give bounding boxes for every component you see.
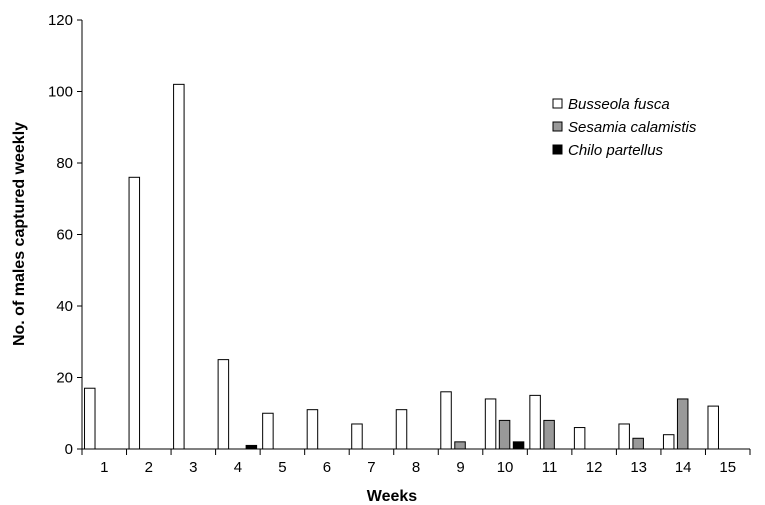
- bar-sesamia-calamistis-week-11: [543, 419, 555, 450]
- x-tick-label: 13: [630, 459, 647, 476]
- y-tick-label: 40: [56, 298, 73, 315]
- x-tick-label: 3: [189, 459, 197, 476]
- x-tick-label: 14: [675, 459, 692, 476]
- x-tick-label: 15: [719, 459, 736, 476]
- bar-busseola-fusca-week-11: [529, 394, 541, 450]
- bar-busseola-fusca-week-9: [440, 391, 452, 450]
- bar-busseola-fusca-week-1: [84, 387, 96, 450]
- legend-label: Sesamia calamistis: [568, 119, 697, 136]
- x-tick-label: 7: [367, 459, 375, 476]
- x-axis-title: Weeks: [367, 488, 418, 505]
- x-tick-label: 9: [456, 459, 464, 476]
- y-axis-title: No. of males captured weekly: [11, 122, 28, 346]
- bar-busseola-fusca-week-14: [662, 434, 675, 450]
- x-tick-label: 10: [497, 459, 514, 476]
- legend-label: Busseola fusca: [568, 96, 670, 113]
- y-tick-label: 120: [48, 12, 73, 29]
- bar-busseola-fusca-week-4: [217, 359, 230, 450]
- bar-busseola-fusca-week-10: [484, 398, 497, 450]
- bar-sesamia-calamistis-week-13: [632, 437, 644, 450]
- bar-sesamia-calamistis-week-10: [498, 419, 511, 450]
- bar-chilo-partellus-week-10: [512, 441, 525, 450]
- bar-sesamia-calamistis-week-9: [454, 441, 466, 450]
- x-tick-label: 12: [586, 459, 603, 476]
- y-tick-label: 20: [56, 370, 73, 387]
- bar-busseola-fusca-week-5: [262, 412, 274, 450]
- bar-busseola-fusca-week-15: [707, 405, 719, 450]
- legend-label: Chilo partellus: [568, 142, 664, 159]
- bar-busseola-fusca-week-6: [306, 409, 319, 450]
- legend-swatch: [552, 98, 563, 109]
- legend: Busseola fusca Sesamia calamistis Chilo pa…: [552, 96, 697, 159]
- bar-busseola-fusca-week-2: [128, 176, 141, 450]
- legend-swatch: [552, 144, 563, 155]
- y-tick-label: 80: [56, 155, 73, 172]
- x-tick-label: 4: [234, 459, 242, 476]
- legend-swatch: [552, 121, 563, 132]
- x-tick-label: 8: [412, 459, 420, 476]
- x-tick-label: 5: [278, 459, 286, 476]
- bar-chilo-partellus-week-4: [245, 444, 258, 450]
- x-tick-label: 2: [145, 459, 153, 476]
- y-tick-label: 60: [56, 227, 73, 244]
- bar-busseola-fusca-week-8: [395, 409, 408, 450]
- x-tick-label: 6: [323, 459, 331, 476]
- bar-busseola-fusca-week-7: [351, 423, 363, 450]
- x-tick-label: 11: [542, 459, 558, 476]
- bar-busseola-fusca-week-3: [173, 83, 185, 450]
- bar-sesamia-calamistis-week-14: [676, 398, 689, 450]
- y-tick-label: 0: [65, 441, 73, 458]
- bar-busseola-fusca-week-12: [573, 427, 586, 450]
- y-tick-label: 100: [48, 84, 73, 101]
- bar-busseola-fusca-week-13: [618, 423, 630, 450]
- bars: [84, 83, 719, 450]
- x-tick-label: 1: [100, 459, 108, 476]
